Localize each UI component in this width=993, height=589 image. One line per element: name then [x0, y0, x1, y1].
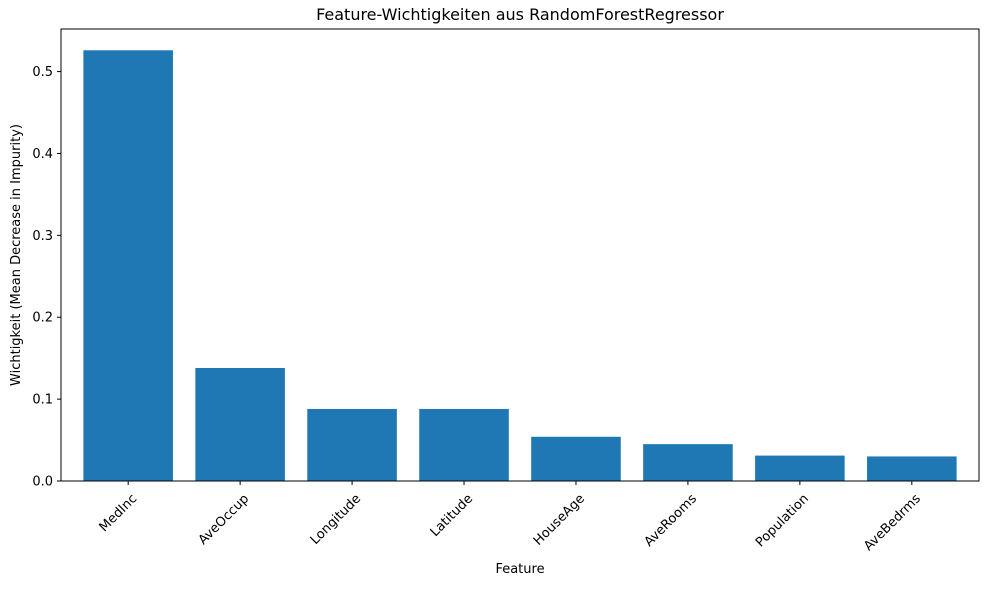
x-tick-label-population: Population: [753, 491, 812, 550]
y-tick-label: 0.2: [32, 311, 53, 326]
x-tick-label-longitude: Longitude: [308, 491, 364, 547]
x-tick-label-aveoccup: AveOccup: [196, 491, 252, 547]
x-tick-label-avebedrms: AveBedrms: [861, 491, 924, 554]
y-axis-ticks: 0.0 0.1 0.2 0.3 0.4 0.5: [32, 65, 61, 490]
bar-latitude: [419, 408, 509, 481]
x-axis-label: Feature: [495, 562, 544, 577]
y-tick-label: 0.1: [32, 393, 53, 408]
x-tick-label-latitude: Latitude: [428, 491, 476, 539]
x-tick-label-houseage: HouseAge: [531, 491, 588, 548]
bar-population: [755, 455, 845, 481]
y-tick-label: 0.5: [32, 65, 53, 80]
x-tick-label-medinc: MedInc: [97, 491, 141, 535]
bar-avebedrms: [867, 456, 957, 481]
y-axis-label: Wichtigkeit (Mean Decrease in Impurity): [9, 124, 24, 386]
bar-longitude: [307, 408, 397, 481]
y-tick-label: 0.0: [32, 475, 53, 490]
bar-averooms: [643, 444, 733, 481]
y-tick-label: 0.4: [32, 147, 53, 162]
y-tick-label: 0.3: [32, 229, 53, 244]
bar-houseage: [531, 436, 621, 481]
x-tick-label-averooms: AveRooms: [642, 491, 701, 550]
plot-frame: [60, 28, 980, 482]
bar-aveoccup: [195, 368, 285, 481]
chart-title: Feature-Wichtigkeiten aus RandomForestRe…: [316, 5, 724, 24]
x-axis-ticks: MedInc AveOccup Longitude Latitude HouseAge A…: [97, 481, 924, 554]
bar-medinc: [83, 50, 173, 481]
bars-group: [83, 50, 957, 481]
